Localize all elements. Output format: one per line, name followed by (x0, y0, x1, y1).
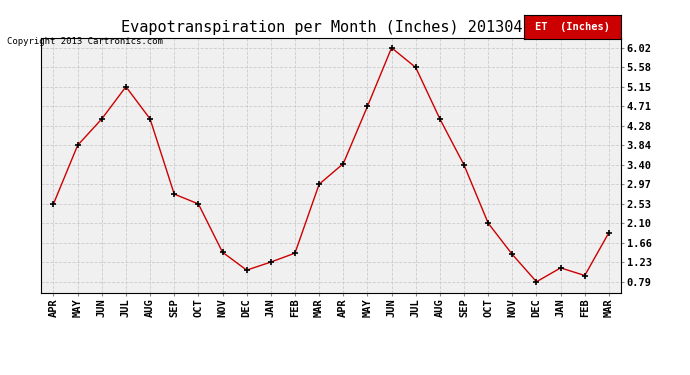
Title: Evapotranspiration per Month (Inches) 20130415: Evapotranspiration per Month (Inches) 20… (121, 20, 541, 35)
Text: Copyright 2013 Cartronics.com: Copyright 2013 Cartronics.com (7, 38, 163, 46)
Text: ET  (Inches): ET (Inches) (535, 22, 610, 32)
